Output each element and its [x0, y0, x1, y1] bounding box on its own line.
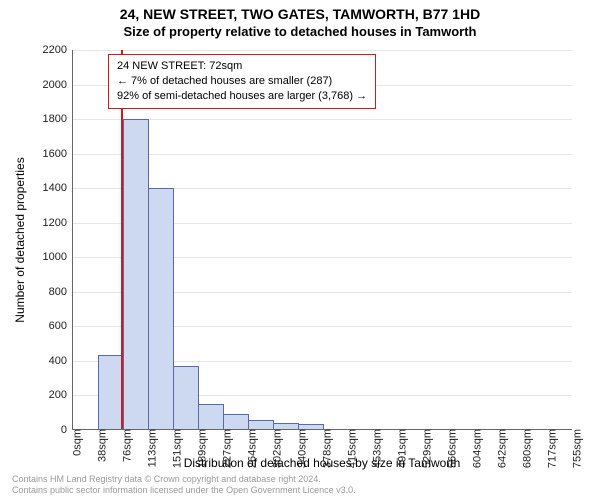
- y-axis-title: Number of detached properties: [13, 157, 27, 322]
- y-tick-label: 2200: [43, 44, 73, 56]
- y-tick-label: 1600: [43, 148, 73, 160]
- histogram-bar: [148, 188, 174, 429]
- y-tick-label: 800: [49, 286, 73, 298]
- annotation-line1: 24 NEW STREET: 72sqm: [117, 59, 367, 74]
- histogram-bar: [223, 414, 249, 429]
- chart-title-line1: 24, NEW STREET, TWO GATES, TAMWORTH, B77…: [0, 6, 600, 22]
- histogram-bar: [198, 404, 224, 429]
- y-tick-label: 600: [49, 320, 73, 332]
- histogram-bar: [173, 366, 199, 429]
- chart-title-line2: Size of property relative to detached ho…: [0, 24, 600, 39]
- x-axis-title: Distribution of detached houses by size …: [72, 456, 572, 470]
- x-tick-label: 0sqm: [72, 429, 84, 456]
- y-tick-label: 1800: [43, 113, 73, 125]
- annotation-line2: ← 7% of detached houses are smaller (287…: [117, 74, 367, 89]
- y-tick-label: 400: [49, 355, 73, 367]
- footer-line2: Contains public sector information licen…: [12, 485, 356, 496]
- annotation-line3: 92% of semi-detached houses are larger (…: [117, 89, 367, 104]
- y-tick-label: 2000: [43, 79, 73, 91]
- y-tick-label: 1400: [43, 182, 73, 194]
- histogram-bar: [248, 420, 274, 429]
- y-tick-label: 200: [49, 389, 73, 401]
- chart-page: { "titles": { "line1": "24, NEW STREET, …: [0, 0, 600, 500]
- y-gridline: [73, 50, 572, 51]
- y-tick-label: 1200: [43, 217, 73, 229]
- y-tick-label: 1000: [43, 251, 73, 263]
- footer-line1: Contains HM Land Registry data © Crown c…: [12, 474, 356, 485]
- footer-attribution: Contains HM Land Registry data © Crown c…: [12, 474, 356, 497]
- x-tick-label: 755sqm: [572, 429, 584, 468]
- histogram-bar: [123, 119, 149, 429]
- annotation-box: 24 NEW STREET: 72sqm ← 7% of detached ho…: [108, 54, 376, 109]
- y-axis-title-container: Number of detached properties: [10, 50, 30, 430]
